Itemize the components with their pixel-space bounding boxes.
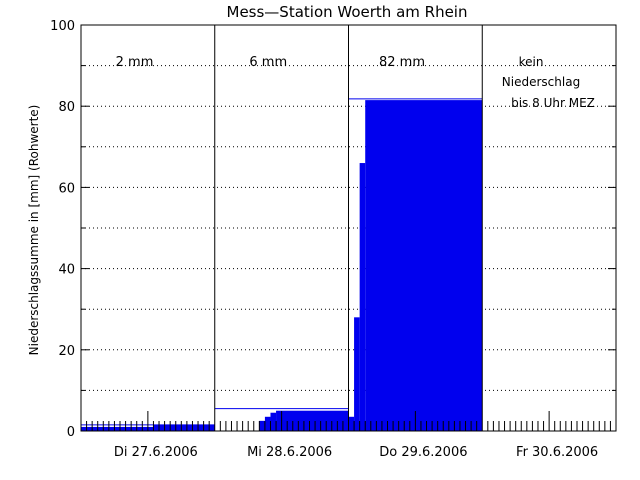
y-tick-label: 20: [58, 344, 75, 359]
day-label: Fr 30.6.2006: [516, 445, 598, 460]
bar: [365, 100, 483, 432]
chart-title: Mess—Station Woerth am Rhein: [227, 3, 468, 21]
note-line-3: bis 8 Uhr MEZ: [511, 96, 595, 110]
bar: [348, 416, 355, 431]
day-label: Do 29.6.2006: [379, 445, 467, 460]
bar: [276, 410, 349, 431]
y-tick-label: 0: [67, 425, 75, 440]
bars-group: [81, 98, 483, 432]
day-labels: Di 27.6.2006 Mi 28.6.2006 Do 29.6.2006 Fr 3…: [114, 445, 598, 460]
bar: [270, 412, 277, 431]
bar: [354, 317, 360, 431]
note-line-1: kein: [519, 55, 544, 69]
day-label: Di 27.6.2006: [114, 445, 198, 460]
bar: [259, 420, 265, 431]
y-axis: 0 20 40 60 80 100: [50, 19, 616, 440]
y-tick-label: 60: [58, 181, 75, 196]
bar: [153, 424, 215, 431]
day-label: Mi 28.6.2006: [247, 445, 332, 460]
y-tick-label: 80: [58, 100, 75, 115]
bar: [81, 426, 154, 431]
note-line-2: Niederschlag: [502, 75, 580, 89]
x-axis: [86, 411, 611, 431]
daily-total-label: 82 mm: [379, 55, 425, 70]
bar: [264, 416, 271, 431]
y-axis-label: Niederschlagssumme in [mm] (Rohwerte): [27, 105, 41, 356]
daily-total-label: 6 mm: [249, 55, 287, 70]
daily-total-labels: 2 mm 6 mm 82 mm: [116, 55, 425, 70]
daily-total-label: 2 mm: [116, 55, 154, 70]
y-tick-label: 40: [58, 263, 75, 278]
y-tick-label: 100: [50, 19, 75, 34]
bar: [359, 163, 366, 432]
